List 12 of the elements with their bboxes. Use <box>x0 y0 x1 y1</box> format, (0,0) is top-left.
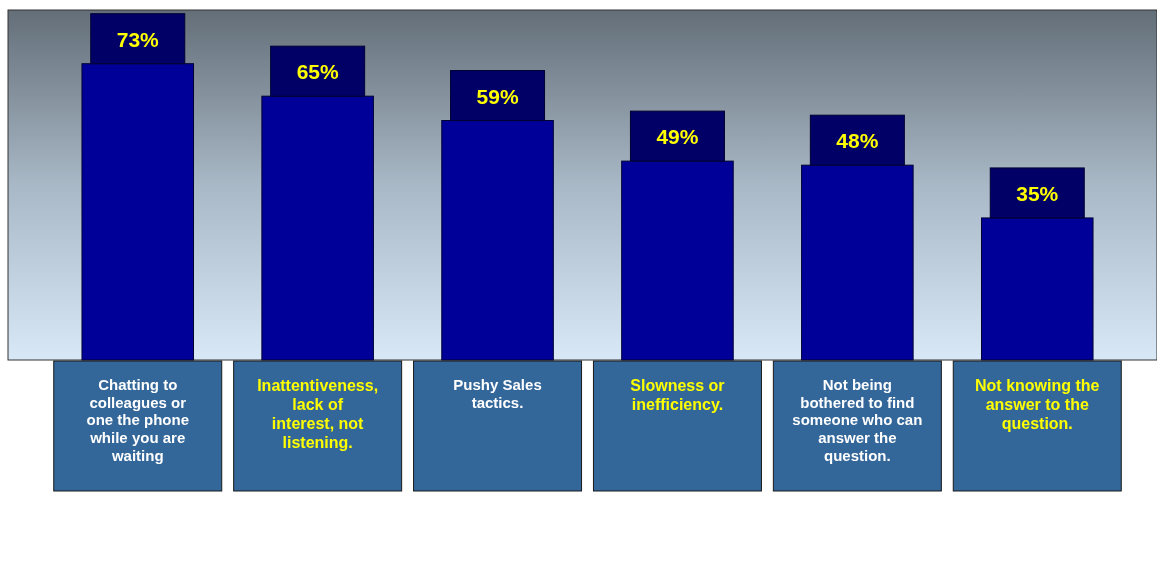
x-tick-label: Inattentiveness, lack of interest, not listening. <box>257 377 379 451</box>
data-label: 48% <box>836 129 879 153</box>
x-tick-label: Not knowing the answer to the question. <box>975 377 1100 432</box>
data-label: 49% <box>656 125 699 149</box>
x-tick-label: Pushy Sales tactics. <box>453 376 542 411</box>
x-tick-label: Not being bothered to find someone who can answer the question. <box>792 376 923 464</box>
data-label: 65% <box>296 60 339 84</box>
x-tick-label: Chatting to colleagues or one the phone while you are waiting <box>86 376 189 464</box>
x-tick-label: Slowness or inefficiency. <box>630 377 725 413</box>
data-label: 73% <box>116 27 160 51</box>
data-label: 59% <box>476 84 519 108</box>
data-label: 35% <box>1016 181 1059 205</box>
